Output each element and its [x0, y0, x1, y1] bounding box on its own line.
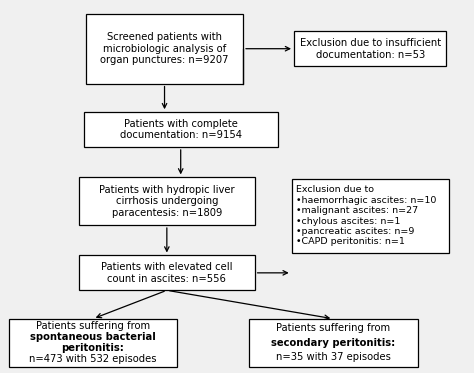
Text: Patients with elevated cell
count in ascites: n=556: Patients with elevated cell count in asc… [101, 262, 233, 283]
Text: Patients with hydropic liver
cirrhosis undergoing
paracentesis: n=1809: Patients with hydropic liver cirrhosis u… [99, 185, 235, 218]
Text: spontaneous bacterial: spontaneous bacterial [30, 332, 156, 342]
Text: secondary peritonitis:: secondary peritonitis: [271, 338, 395, 348]
Text: n=35 with 37 episodes: n=35 with 37 episodes [276, 352, 391, 362]
Text: Patients suffering from: Patients suffering from [276, 323, 390, 333]
Bar [292, 179, 449, 253]
Text: peritonitis:: peritonitis: [62, 343, 124, 353]
Text: n=473 with 532 episodes: n=473 with 532 episodes [29, 354, 156, 364]
Bar [86, 14, 243, 84]
Text: Exclusion due to
•haemorrhagic ascites: n=10
•malignant ascites: n=27
•chylous a: Exclusion due to •haemorrhagic ascites: … [296, 185, 437, 247]
Bar [79, 177, 255, 225]
Text: Patients with complete
documentation: n=9154: Patients with complete documentation: n=… [120, 119, 242, 140]
Text: Screened patients with
microbiologic analysis of
organ punctures: n=9207: Screened patients with microbiologic ana… [100, 32, 229, 65]
Bar [294, 31, 447, 66]
Text: Exclusion due to insufficient
documentation: n=53: Exclusion due to insufficient documentat… [300, 38, 441, 60]
Bar [83, 112, 278, 147]
Bar [249, 319, 418, 367]
Bar [79, 256, 255, 290]
Text: Patients suffering from: Patients suffering from [36, 321, 150, 331]
Bar [9, 319, 177, 367]
